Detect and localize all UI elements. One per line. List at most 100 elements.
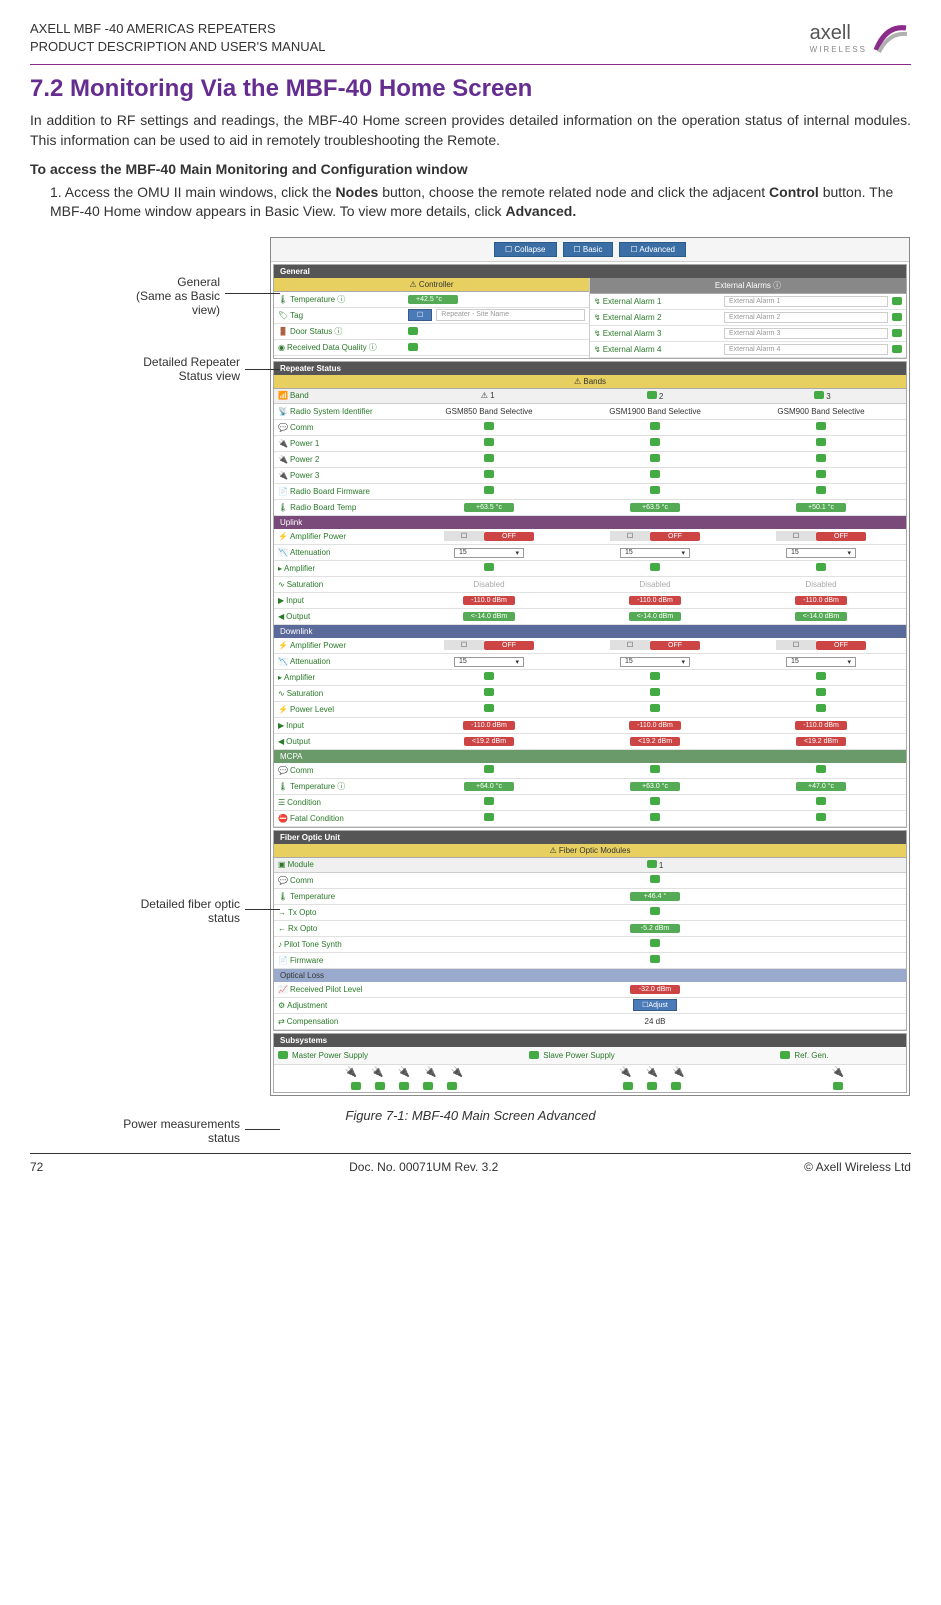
temperature-label: 🌡 Temperature ⓘ <box>278 294 408 305</box>
slave-ps-label: Slave Power Supply <box>543 1051 615 1060</box>
tx-opto-label: → Tx Opto <box>278 908 408 917</box>
annotation-repeater: Detailed Repeater Status view <box>60 355 240 383</box>
fiber-temp-label: 🌡 Temperature <box>278 892 408 901</box>
annotation-line <box>245 1129 280 1130</box>
annotation-line <box>245 369 280 370</box>
adjust-button[interactable]: ☐Adjust <box>633 999 677 1011</box>
compensation-label: ⇄ Compensation <box>278 1017 408 1026</box>
pilot-tone-label: ♪ Pilot Tone Synth <box>278 940 408 949</box>
plug-icon: 🔌 <box>619 1067 631 1078</box>
top-button-bar: ☐ Collapse ☐ Basic ☐ Advanced <box>271 238 909 262</box>
annotation-general: General (Same as Basic view) <box>60 275 220 317</box>
temperature-value: +42.5 °c <box>408 295 458 304</box>
condition-label: ☰ Condition <box>278 798 408 807</box>
collapse-button[interactable]: ☐ Collapse <box>494 242 557 257</box>
mcpa-temp-label: 🌡 Temperature ⓘ <box>278 781 408 792</box>
dl-amp-power-label: ⚡ Amplifier Power <box>278 641 408 650</box>
fiber-header: Fiber Optic Unit <box>274 831 906 844</box>
plug-icon: 🔌 <box>672 1067 684 1078</box>
controller-header: ⚠ Controller <box>274 278 589 292</box>
adjustment-label: ⚙ Adjustment <box>278 1001 408 1010</box>
master-ps-label: Master Power Supply <box>292 1051 368 1060</box>
dl-output-label: ◀ Output <box>278 737 408 746</box>
door-status-indicator <box>408 327 418 335</box>
tag-edit-button[interactable]: ☐ <box>408 309 432 321</box>
header-line1: AXELL MBF -40 AMERICAS REPEATERS <box>30 20 326 38</box>
ext-alarm-2-label: ↯ External Alarm 2 <box>594 313 724 322</box>
plug-icon: 🔌 <box>646 1067 658 1078</box>
annotation-line <box>225 293 280 294</box>
doc-number: Doc. No. 00071UM Rev. 3.2 <box>349 1160 498 1174</box>
band-label: 📶 Band <box>274 389 404 403</box>
plug-icon: 🔌 <box>451 1067 463 1078</box>
repeater-status-header: Repeater Status <box>274 362 906 375</box>
recv-pilot-label: 📈 Received Pilot Level <box>278 985 408 994</box>
atten-dropdown[interactable]: 15 <box>786 548 856 558</box>
dl-atten-dropdown[interactable]: 15 <box>620 657 690 667</box>
ext-alarm-1-label: ↯ External Alarm 1 <box>594 297 724 306</box>
fiber-modules-header: ⚠ Fiber Optic Modules <box>274 844 906 858</box>
procedure-heading: To access the MBF-40 Main Monitoring and… <box>30 161 911 177</box>
fatal-condition-label: ⛔ Fatal Condition <box>278 814 408 823</box>
mcpa-comm-label: 💬 Comm <box>278 766 408 775</box>
power3-label: 🔌 Power 3 <box>278 471 408 480</box>
downlink-section: Downlink <box>274 625 906 638</box>
mcpa-section: MCPA <box>274 750 906 763</box>
dl-atten-dropdown[interactable]: 15 <box>454 657 524 667</box>
dl-atten-dropdown[interactable]: 15 <box>786 657 856 667</box>
panel-subsystems: Subsystems Master Power Supply Slave Pow… <box>273 1033 907 1093</box>
fw-label: 📄 Radio Board Firmware <box>278 487 408 496</box>
input-label: ▶ Input <box>278 596 408 605</box>
atten-dropdown[interactable]: 15 <box>454 548 524 558</box>
page-header: AXELL MBF -40 AMERICAS REPEATERS PRODUCT… <box>30 20 911 65</box>
step-1: 1. Access the OMU II main windows, click… <box>50 183 911 222</box>
ext-alarm-4-input[interactable]: External Alarm 4 <box>724 344 888 355</box>
copyright: © Axell Wireless Ltd <box>804 1160 911 1174</box>
fiber-comm-label: 💬 Comm <box>278 876 408 885</box>
ext-alarm-2-input[interactable]: External Alarm 2 <box>724 312 888 323</box>
subsystems-header: Subsystems <box>274 1034 906 1047</box>
module-label: ▣ Module <box>274 858 404 872</box>
page-footer: 72 Doc. No. 00071UM Rev. 3.2 © Axell Wir… <box>30 1153 911 1174</box>
logo-sub: WIRELESS <box>810 45 867 54</box>
amp-power-label: ⚡ Amplifier Power <box>278 532 408 541</box>
advanced-button[interactable]: ☐ Advanced <box>619 242 686 257</box>
atten-dropdown[interactable]: 15 <box>620 548 690 558</box>
attenuation-label: 📉 Attenuation <box>278 548 408 557</box>
panel-general: General ⚠ Controller 🌡 Temperature ⓘ+42.… <box>273 264 907 359</box>
output-label: ◀ Output <box>278 612 408 621</box>
module-1-header: 1 <box>404 858 906 872</box>
power2-label: 🔌 Power 2 <box>278 455 408 464</box>
dl-input-label: ▶ Input <box>278 721 408 730</box>
dl-attenuation-label: 📉 Attenuation <box>278 657 408 666</box>
power-level-label: ⚡ Power Level <box>278 705 408 714</box>
recv-quality-label: ◉ Received Data Quality ⓘ <box>278 342 408 353</box>
comm-label: 💬 Comm <box>278 423 408 432</box>
basic-button[interactable]: ☐ Basic <box>563 242 614 257</box>
ref-gen-label: Ref. Gen. <box>794 1051 828 1060</box>
ext-alarm-3-input[interactable]: External Alarm 3 <box>724 328 888 339</box>
plug-icon: 🔌 <box>398 1067 410 1078</box>
plug-icon: 🔌 <box>345 1067 357 1078</box>
rx-opto-label: ← Rx Opto <box>278 924 408 933</box>
band-1-header: ⚠ 1 <box>404 389 571 403</box>
status-indicator <box>892 313 902 321</box>
ext-alarm-1-input[interactable]: External Alarm 1 <box>724 296 888 307</box>
annotation-power: Power measurements status <box>40 1117 240 1145</box>
app-window: ☐ Collapse ☐ Basic ☐ Advanced General ⚠ … <box>270 237 910 1096</box>
optical-loss-section: Optical Loss <box>274 969 906 982</box>
tag-input[interactable]: Repeater - Site Name <box>436 309 585 321</box>
annotation-fiber: Detailed fiber optic status <box>60 897 240 925</box>
dl-saturation-label: ∿ Saturation <box>278 689 408 698</box>
panel-general-header: General <box>274 265 906 278</box>
ext-alarms-header: External Alarms ⓘ <box>590 278 906 294</box>
panel-repeater-status: Repeater Status ⚠ Bands 📶 Band ⚠ 1 2 3 📡… <box>273 361 907 828</box>
recv-quality-indicator <box>408 343 418 351</box>
rsi-label: 📡 Radio System Identifier <box>278 407 408 416</box>
ext-alarm-3-label: ↯ External Alarm 3 <box>594 329 724 338</box>
band-2-header: 2 <box>571 389 738 403</box>
door-status-label: 🚪 Door Status ⓘ <box>278 326 408 337</box>
amplifier-label: ▸ Amplifier <box>278 564 408 573</box>
panel-fiber-optic: Fiber Optic Unit ⚠ Fiber Optic Modules ▣… <box>273 830 907 1031</box>
page-number: 72 <box>30 1160 43 1174</box>
